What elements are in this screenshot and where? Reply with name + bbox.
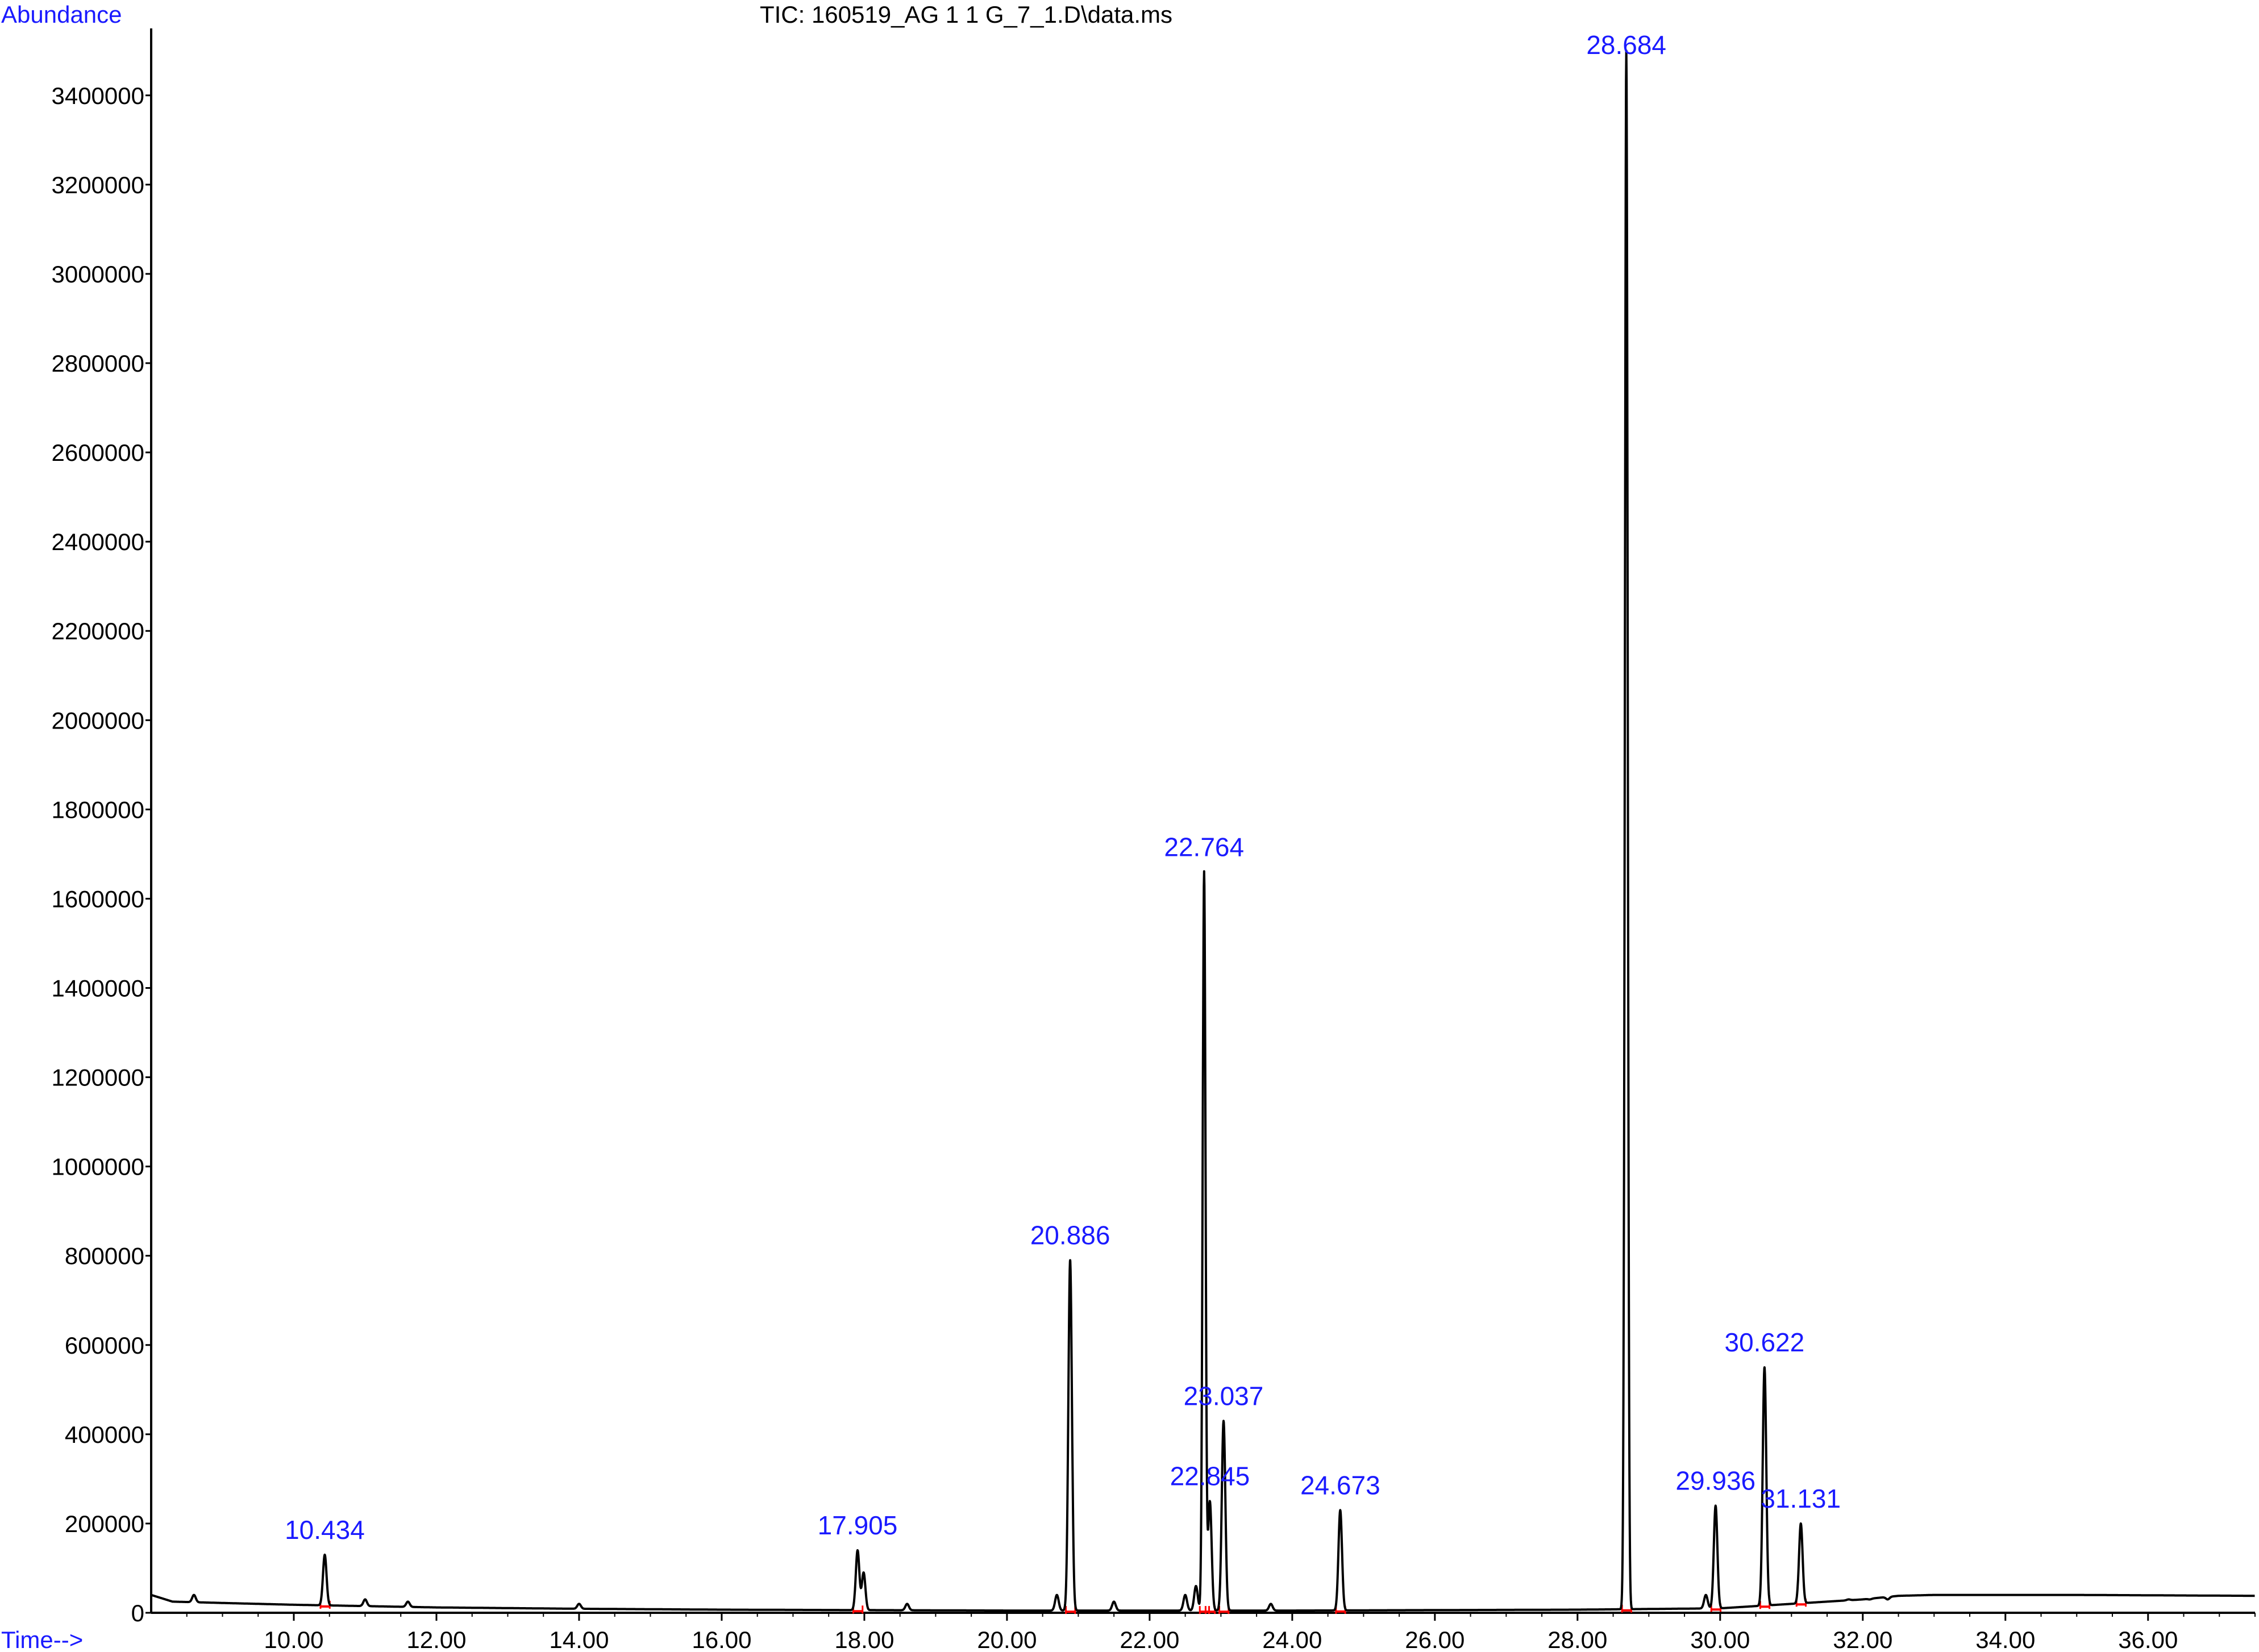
x-tick-label: 10.00: [264, 1626, 323, 1652]
y-tick-label: 3400000: [51, 82, 144, 109]
x-tick-label: 26.00: [1405, 1626, 1465, 1652]
peak-labels: 10.434 17.905 20.886 22.764 22.845 23.037 24.6…: [285, 30, 1841, 1545]
x-tick-label: 22.00: [1120, 1626, 1179, 1652]
x-tick-label: 20.00: [977, 1626, 1037, 1652]
y-tick-label: 1200000: [51, 1064, 144, 1091]
x-tick-label: 18.00: [834, 1626, 894, 1652]
peak-label: 31.131: [1761, 1484, 1841, 1513]
y-tick-label: 0: [131, 1600, 144, 1626]
y-axis-label: Abundance: [1, 1, 122, 28]
x-tick-label: 14.00: [549, 1626, 609, 1652]
y-tick-label: 1400000: [51, 975, 144, 1002]
chart-title: TIC: 160519_AG 1 1 G_7_1.D\data.ms: [760, 1, 1172, 28]
peak-label: 23.037: [1184, 1381, 1264, 1410]
x-axis-label: Time-->: [1, 1626, 83, 1652]
y-tick-label: 1000000: [51, 1154, 144, 1180]
peak-label: 20.886: [1030, 1221, 1110, 1250]
peak-label: 22.845: [1170, 1462, 1250, 1491]
peak-label: 24.673: [1300, 1470, 1380, 1500]
y-tick-label: 2600000: [51, 439, 144, 466]
y-tick-label: 400000: [65, 1421, 144, 1448]
x-tick-label: 34.00: [1975, 1626, 2035, 1652]
peak-label: 30.622: [1725, 1328, 1805, 1357]
y-tick-label: 3000000: [51, 261, 144, 288]
y-tick-label: 2200000: [51, 618, 144, 644]
tic-trace-line: [150, 49, 2256, 1612]
y-tick-label: 200000: [65, 1510, 144, 1537]
x-tick-label: 28.00: [1547, 1626, 1607, 1652]
x-tick-label: 12.00: [406, 1626, 466, 1652]
y-tick-label: 600000: [65, 1332, 144, 1359]
x-tick-label: 36.00: [2118, 1626, 2178, 1652]
y-tick-label: 2400000: [51, 529, 144, 555]
x-tick-label: 16.00: [692, 1626, 751, 1652]
y-tick-label: 1800000: [51, 796, 144, 823]
peak-label: 29.936: [1675, 1466, 1755, 1496]
x-tick-label: 32.00: [1833, 1626, 1892, 1652]
y-tick-label: 2800000: [51, 350, 144, 377]
peak-label: 10.434: [285, 1515, 365, 1545]
y-tick-label: 1600000: [51, 885, 144, 912]
x-tick-label: 30.00: [1690, 1626, 1750, 1652]
y-tick-label: 3200000: [51, 172, 144, 198]
x-axis-ticks: 10.00 12.00 14.00 16.00 18.00 20.00 22.00 24.00…: [186, 1613, 2256, 1652]
peak-label: 28.684: [1586, 30, 1666, 60]
y-tick-label: 800000: [65, 1243, 144, 1270]
y-tick-label: 2000000: [51, 707, 144, 734]
y-axis-ticks: 0 200000 400000 600000 800000 1000000 1200000 1…: [51, 82, 151, 1626]
x-tick-label: 24.00: [1262, 1626, 1322, 1652]
peak-label: 22.764: [1164, 832, 1244, 862]
peak-label: 17.905: [818, 1510, 898, 1540]
